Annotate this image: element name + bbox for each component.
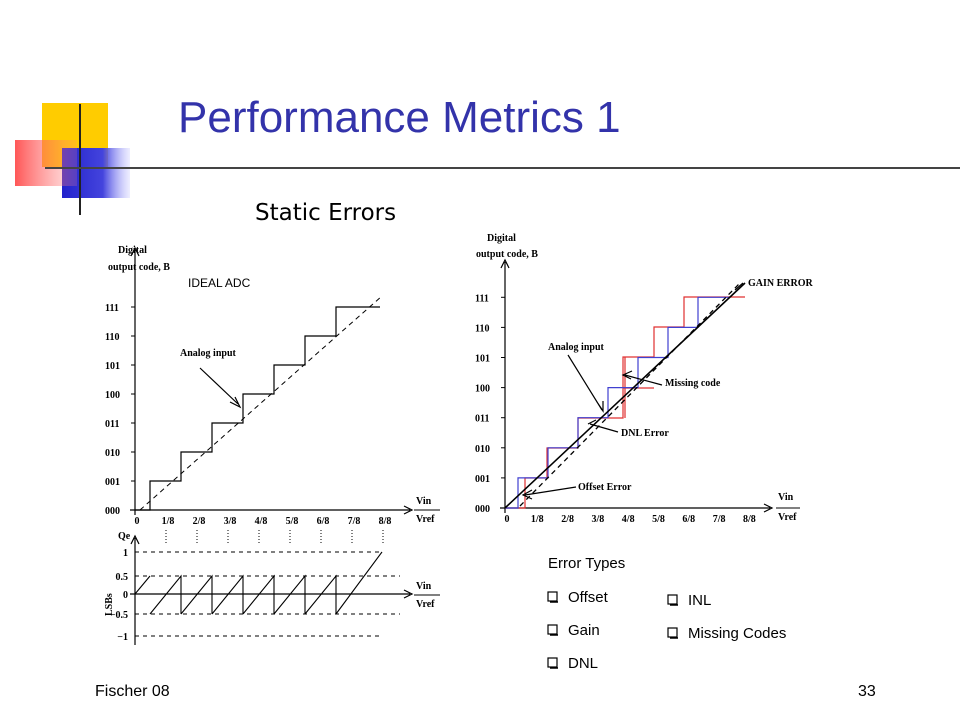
annotation: Offset Error bbox=[578, 482, 632, 493]
code-label: 010 bbox=[105, 448, 120, 459]
y-tick-label: −1 bbox=[117, 632, 128, 643]
bullet bbox=[547, 657, 558, 668]
annotation: Analog input bbox=[548, 342, 605, 353]
list-item: Offset bbox=[568, 589, 609, 606]
code-label: 011 bbox=[475, 414, 489, 425]
list-heading: Error Types bbox=[548, 555, 625, 572]
qe-plot: Qe LSBs Vin Vref bbox=[104, 531, 440, 645]
list-item: Gain bbox=[568, 622, 600, 639]
x-tick-label: 7/8 bbox=[713, 514, 726, 525]
code-label: 000 bbox=[105, 506, 120, 517]
x-tick-label: 1/8 bbox=[531, 514, 544, 525]
code-label: 101 bbox=[475, 354, 490, 365]
y-title: output code, B bbox=[108, 262, 170, 273]
bullet bbox=[667, 627, 678, 638]
code-label: 001 bbox=[475, 474, 490, 485]
label: IDEAL ADC bbox=[188, 276, 251, 290]
y-title: output code, B bbox=[476, 249, 538, 260]
arrows bbox=[521, 282, 744, 500]
sawtooth bbox=[134, 551, 383, 615]
x-tick-label: 6/8 bbox=[682, 514, 695, 525]
bullet bbox=[547, 591, 558, 602]
code-label: 111 bbox=[105, 303, 119, 314]
code-label: 000 bbox=[475, 504, 490, 515]
code-label: 100 bbox=[105, 390, 120, 401]
code-label: 011 bbox=[105, 419, 119, 430]
code-label: 111 bbox=[475, 293, 489, 304]
analog-line bbox=[139, 295, 383, 511]
x-label: Vin bbox=[416, 496, 432, 507]
ideal-plot: Digital output code, B IDEAL ADC Analog … bbox=[108, 245, 440, 525]
x-tick-label: 4/8 bbox=[255, 516, 268, 527]
staircase-blue bbox=[505, 296, 730, 509]
y-title: Digital bbox=[487, 233, 516, 244]
x-tick-label: 8/8 bbox=[743, 514, 756, 525]
y-tick-label: 0.5 bbox=[116, 572, 129, 583]
x-label: Vin bbox=[778, 492, 794, 503]
y-tick-label: 0 bbox=[123, 590, 128, 601]
code-label: 001 bbox=[105, 477, 120, 488]
nonideal-plot: Digital output code, B GAIN ERROR Analog… bbox=[476, 233, 814, 523]
x-tick-label: 2/8 bbox=[561, 514, 574, 525]
x-tick-label: 5/8 bbox=[652, 514, 665, 525]
x-tick-label: 2/8 bbox=[193, 516, 206, 527]
staircase bbox=[135, 306, 380, 511]
staircase-red bbox=[505, 296, 745, 509]
title: Performance Metrics 1 bbox=[178, 93, 621, 142]
subtitle: Static Errors bbox=[255, 200, 396, 226]
arrow bbox=[199, 367, 242, 409]
annotation: DNL Error bbox=[621, 428, 669, 439]
bullet bbox=[667, 594, 678, 605]
x-tick-label: 6/8 bbox=[317, 516, 330, 527]
page-number: 33 bbox=[858, 683, 876, 700]
x-tick-label: 0 bbox=[135, 516, 140, 527]
x-tick-label: 3/8 bbox=[592, 514, 605, 525]
code-label: 101 bbox=[105, 361, 120, 372]
annotation: GAIN ERROR bbox=[748, 278, 814, 289]
x-tick-label: 3/8 bbox=[224, 516, 237, 527]
y-title: Digital bbox=[118, 245, 147, 256]
annotation: Analog input bbox=[180, 348, 237, 359]
list-item: DNL bbox=[568, 655, 598, 672]
x-label: Vin bbox=[416, 581, 432, 592]
bullet bbox=[547, 624, 558, 635]
x-tick-label: 5/8 bbox=[286, 516, 299, 527]
x-tick-label: 1/8 bbox=[162, 516, 175, 527]
code-label: 110 bbox=[475, 323, 489, 334]
x-label: Vref bbox=[416, 514, 435, 525]
x-tick-label: 0 bbox=[505, 514, 510, 525]
footer: Fischer 08 bbox=[95, 683, 170, 700]
unit: LSBs bbox=[104, 593, 115, 616]
x-tick-label: 7/8 bbox=[348, 516, 361, 527]
list-item: Missing Codes bbox=[688, 625, 786, 642]
actual-line bbox=[504, 282, 746, 509]
annotation: Missing code bbox=[665, 378, 721, 389]
y-tick-label: −0.5 bbox=[110, 610, 128, 621]
level-lines bbox=[135, 551, 400, 637]
code-label: 110 bbox=[105, 332, 119, 343]
list-item: INL bbox=[688, 592, 711, 609]
x-tick-label: 8/8 bbox=[379, 516, 392, 527]
analog-line bbox=[519, 282, 741, 507]
code-label: 100 bbox=[475, 384, 490, 395]
y-tick-label: 1 bbox=[123, 548, 128, 559]
x-label: Vref bbox=[416, 599, 435, 610]
x-tick-label: 4/8 bbox=[622, 514, 635, 525]
deco-red bbox=[15, 140, 77, 186]
x-label: Vref bbox=[778, 512, 797, 523]
code-label: 010 bbox=[475, 444, 490, 455]
y-label: Qe bbox=[118, 531, 131, 542]
